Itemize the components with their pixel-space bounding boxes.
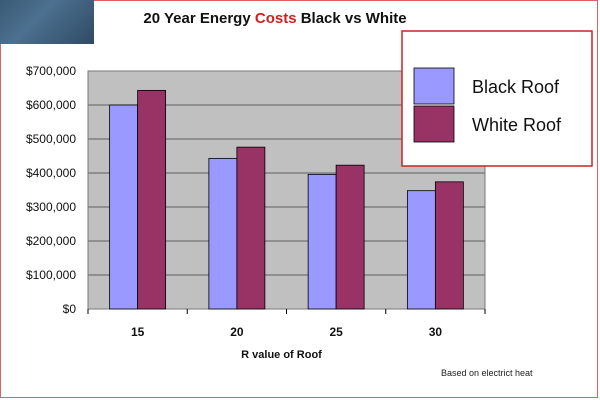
x-tick-label: 30 [429, 325, 443, 339]
legend-swatch-black-roof [413, 67, 455, 105]
x-axis-ticks: 15 20 25 30 [87, 309, 486, 339]
bars [109, 89, 464, 310]
thumbnail-image [0, 0, 94, 44]
y-tick-label: $500,000 [26, 132, 76, 146]
y-tick-label: $400,000 [26, 166, 76, 180]
x-tick-label: 20 [230, 325, 244, 339]
title-part-3: Black vs White [296, 10, 407, 27]
y-tick-label: $600,000 [26, 98, 76, 112]
legend: Black Roof White Roof [401, 30, 593, 167]
bar-white-roof-r20 [236, 146, 266, 310]
bar-white-roof-r30 [434, 181, 464, 310]
y-tick-label: $300,000 [26, 200, 76, 214]
x-axis-label: R value of Roof [241, 349, 322, 361]
y-tick-label: $200,000 [26, 234, 76, 248]
bar-white-roof-r25 [335, 164, 365, 310]
bar-black-roof-r15 [109, 104, 139, 310]
bar-black-roof-r20 [208, 157, 238, 310]
legend-swatch-white-roof [413, 105, 455, 143]
y-tick-label: $0 [63, 302, 77, 316]
legend-label-white-roof: White Roof [472, 115, 562, 135]
footnote: Based on electrict heat [441, 368, 533, 378]
bar-black-roof-r30 [406, 190, 436, 310]
x-tick-label: 15 [131, 325, 145, 339]
chart-title: 20 Year Energy Costs Black vs White [95, 10, 455, 27]
x-tick-label: 25 [329, 325, 343, 339]
title-part-accent: Costs [254, 10, 297, 27]
y-axis-ticks: $0 $100,000 $200,000 $300,000 $400,000 $500,0… [26, 64, 76, 316]
bar-black-roof-r25 [307, 173, 337, 310]
legend-label-black-roof: Black Roof [472, 77, 560, 97]
y-tick-label: $700,000 [26, 64, 76, 78]
title-part-1: 20 Year Energy [143, 10, 255, 27]
y-tick-label: $100,000 [26, 268, 76, 282]
bar-white-roof-r15 [137, 89, 167, 310]
